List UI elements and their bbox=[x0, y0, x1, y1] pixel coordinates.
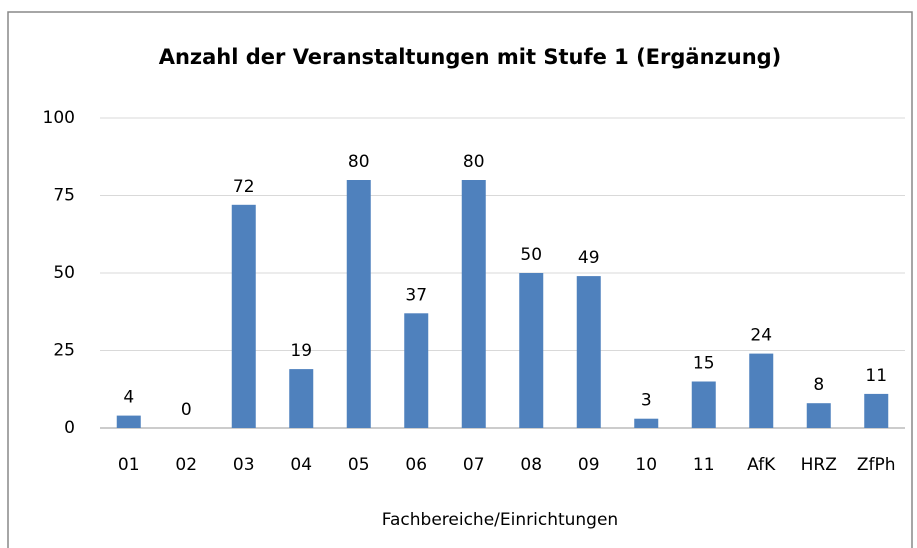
x-tick-label: 04 bbox=[290, 455, 312, 475]
bar bbox=[289, 369, 314, 428]
data-label: 24 bbox=[750, 326, 772, 346]
bar bbox=[864, 393, 889, 428]
bar bbox=[749, 353, 774, 428]
x-axis-label: Fachbereiche/Einrichtungen bbox=[382, 510, 618, 530]
bar bbox=[634, 418, 659, 428]
bar bbox=[461, 180, 486, 428]
y-tick-label: 50 bbox=[53, 263, 75, 283]
x-tick-label: 03 bbox=[233, 455, 255, 475]
chart-title: Anzahl der Veranstaltungen mit Stufe 1 (… bbox=[159, 45, 782, 69]
x-tick-label: AfK bbox=[747, 455, 776, 475]
x-tick-label: HRZ bbox=[801, 455, 837, 475]
y-tick-label: 75 bbox=[53, 186, 75, 206]
x-tick-label: 01 bbox=[118, 455, 140, 475]
bar bbox=[519, 273, 544, 428]
y-tick-label: 0 bbox=[64, 418, 75, 438]
x-tick-label: 11 bbox=[693, 455, 715, 475]
x-tick-label: 06 bbox=[405, 455, 427, 475]
data-label: 80 bbox=[348, 152, 370, 172]
x-tick-label: 02 bbox=[175, 455, 197, 475]
data-label: 0 bbox=[181, 400, 192, 420]
data-label: 50 bbox=[520, 245, 542, 265]
data-label: 11 bbox=[865, 366, 887, 386]
data-label: 3 bbox=[641, 391, 652, 411]
y-tick-label: 25 bbox=[53, 341, 75, 361]
x-tick-label: ZfPh bbox=[857, 455, 896, 475]
bar bbox=[806, 403, 831, 428]
x-tick-label: 07 bbox=[463, 455, 485, 475]
y-tick-label: 100 bbox=[43, 108, 75, 128]
chart-border bbox=[7, 11, 913, 548]
data-label: 15 bbox=[693, 354, 715, 374]
bar bbox=[691, 381, 716, 428]
data-label: 49 bbox=[578, 248, 600, 268]
data-label: 19 bbox=[290, 341, 312, 361]
bar bbox=[346, 180, 371, 428]
bar bbox=[116, 415, 141, 428]
data-label: 80 bbox=[463, 152, 485, 172]
data-label: 4 bbox=[123, 388, 134, 408]
x-tick-label: 10 bbox=[635, 455, 657, 475]
data-label: 72 bbox=[233, 177, 255, 197]
x-tick-label: 08 bbox=[520, 455, 542, 475]
x-tick-label: 09 bbox=[578, 455, 600, 475]
bar bbox=[404, 313, 429, 428]
bar bbox=[231, 204, 256, 428]
data-label: 8 bbox=[813, 375, 824, 395]
data-label: 37 bbox=[405, 285, 427, 305]
x-tick-label: 05 bbox=[348, 455, 370, 475]
bar bbox=[576, 276, 601, 428]
